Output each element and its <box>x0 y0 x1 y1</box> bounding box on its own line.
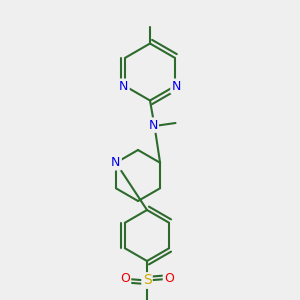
Text: N: N <box>119 80 128 93</box>
Text: S: S <box>142 274 152 287</box>
Text: N: N <box>148 118 158 132</box>
Text: O: O <box>120 272 130 286</box>
Text: N: N <box>172 80 181 93</box>
Text: N: N <box>111 156 121 169</box>
Text: O: O <box>164 272 174 286</box>
